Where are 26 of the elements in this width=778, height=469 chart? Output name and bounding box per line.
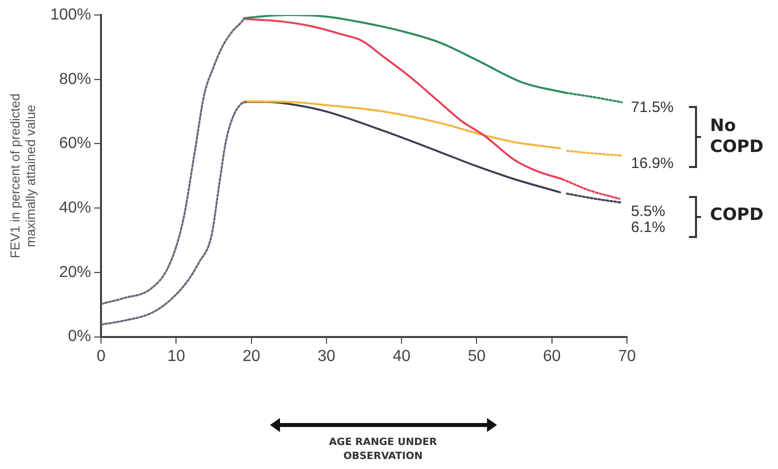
y-axis-title: FEV1 in percent of predicted maximally attained value [7, 94, 38, 258]
y-tick-label: 20% [59, 264, 92, 281]
x-tick-label: 30 [318, 348, 336, 365]
text: AGE RANGE UNDER OBSERVATION [328, 436, 438, 464]
line-series [242, 100, 562, 150]
line-series [242, 100, 562, 194]
x-tick-label: 40 [392, 348, 411, 365]
y-tick-label: 100% [50, 6, 92, 24]
y-tick-label: 40% [59, 199, 92, 216]
y-tick-label: 80% [59, 70, 92, 88]
text: 6.1% [631, 219, 666, 236]
y-tick-label: 0% [68, 328, 92, 346]
x-tick-label: 50 [468, 348, 486, 365]
x-tick-label: 20 [242, 348, 260, 365]
text: 16.9% [631, 155, 674, 172]
line-series [101, 18, 245, 305]
text: 71.5% [631, 99, 674, 116]
text: 5.5% [631, 203, 666, 220]
text: No COPD [710, 116, 764, 158]
text: COPD [710, 205, 764, 226]
y-tick-label: 60% [59, 135, 92, 152]
x-tick-label: 0 [96, 348, 106, 365]
x-tick-label: 70 [618, 348, 636, 365]
x-tick-label: 60 [542, 348, 561, 365]
line-series [101, 100, 249, 326]
x-tick-label: 10 [167, 348, 186, 365]
